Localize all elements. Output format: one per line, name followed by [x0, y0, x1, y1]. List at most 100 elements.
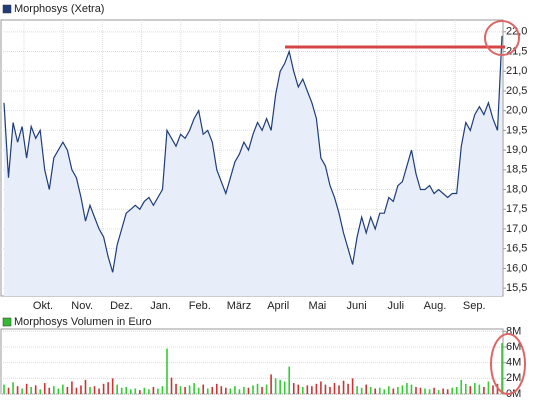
volume-bar — [474, 383, 476, 394]
x-tick-label: Okt. — [33, 300, 53, 312]
volume-bar — [30, 386, 32, 394]
x-tick-label: April — [267, 300, 289, 312]
volume-bar — [483, 386, 485, 394]
volume-bar — [116, 384, 118, 394]
volume-bar — [175, 383, 177, 394]
volume-bar — [464, 383, 467, 394]
y-tick-label: 15,5 — [506, 282, 527, 294]
price-line — [3, 35, 503, 273]
volume-bar — [397, 386, 399, 394]
volume-bar — [324, 384, 327, 394]
volume-bar — [292, 383, 295, 394]
y-tick-label: 2M — [506, 372, 521, 384]
volume-bar — [392, 388, 395, 394]
volume-bar — [93, 386, 96, 394]
volume-bar — [492, 385, 494, 394]
volume-bar — [388, 386, 390, 394]
x-tick-label: März — [227, 300, 251, 312]
volume-bar — [351, 378, 354, 394]
volume-bar — [48, 387, 51, 394]
volume-bar — [238, 389, 241, 394]
y-tick-label: 16,5 — [506, 243, 527, 255]
y-tick-label: 21,0 — [506, 65, 527, 77]
x-tick-label: Sep. — [463, 300, 486, 312]
volume-bar — [102, 383, 105, 394]
volume-bar — [311, 386, 313, 394]
volume-bar — [288, 366, 291, 394]
volume-bar — [179, 386, 182, 394]
volume-bar — [274, 378, 277, 394]
plot-layer: Okt. Nov. Dez. Jan. Feb. März April Mai Juni Juli… — [1, 4, 527, 400]
legend-swatch — [2, 4, 12, 14]
x-tick-label: Juni — [347, 300, 367, 312]
volume-bar — [7, 387, 10, 394]
volume-legend-label: Morphosys Volumen in Euro — [14, 316, 152, 328]
y-tick-label: 6M — [506, 341, 521, 353]
volume-bar — [75, 387, 78, 394]
volume-bar — [111, 378, 114, 394]
volume-bar — [193, 383, 195, 394]
volume-bar — [34, 385, 37, 394]
volume-bar — [401, 385, 404, 394]
x-tick-label: Jan. — [150, 300, 171, 312]
volume-bar — [265, 384, 268, 394]
volume-bar — [188, 385, 191, 394]
volume-bar — [320, 381, 322, 394]
y-tick-label: 17,0 — [506, 223, 527, 235]
volume-bar — [428, 389, 431, 394]
volume-bar — [57, 388, 60, 394]
x-tick-label: Dez. — [110, 300, 133, 312]
volume-bar — [442, 388, 444, 394]
annotation-circle — [484, 20, 520, 56]
volume-bar — [25, 383, 28, 394]
volume-bar — [197, 387, 200, 394]
volume-bar — [3, 384, 5, 394]
volume-bar — [152, 386, 155, 394]
volume-bar — [437, 390, 440, 394]
volume-bar — [80, 385, 82, 394]
volume-bar — [16, 386, 19, 394]
volume-bar — [225, 387, 227, 394]
x-tick-label: Aug. — [424, 300, 447, 312]
volume-bar — [415, 386, 417, 394]
volume-bar — [365, 384, 367, 394]
y-tick-label: 20,5 — [506, 85, 527, 97]
y-tick-label: 20,0 — [506, 105, 527, 117]
volume-bar — [170, 377, 173, 394]
y-tick-label: 16,0 — [506, 262, 527, 274]
volume-frame — [0, 328, 504, 395]
volume-bar — [487, 381, 490, 394]
volume-bar — [369, 386, 372, 394]
y-tick-label: 0M — [506, 388, 521, 400]
volume-bar — [98, 388, 100, 394]
y-tick-label: 18,5 — [506, 164, 527, 176]
volume-bar — [71, 381, 73, 394]
volume-bar — [270, 374, 272, 394]
volume-bar — [460, 379, 463, 394]
volume-bar — [62, 384, 64, 394]
x-tick-label: Feb. — [189, 300, 211, 312]
volume-bar — [256, 383, 259, 394]
volume-bar — [134, 388, 137, 394]
legend-swatch — [2, 317, 12, 327]
volume-bar — [84, 379, 87, 394]
volume-bar — [478, 384, 481, 394]
volume-bar — [283, 381, 286, 394]
volume-bar — [148, 389, 150, 394]
volume-bar — [220, 386, 223, 394]
volume-bar — [161, 386, 164, 394]
x-tick-label: Mai — [309, 300, 327, 312]
volume-bar — [297, 384, 300, 394]
volume-bar — [66, 386, 69, 394]
y-tick-label: 4M — [506, 357, 521, 369]
volume-bar — [333, 383, 336, 394]
volume-bar — [43, 383, 46, 394]
volume-bar — [215, 383, 218, 394]
volume-bar — [347, 383, 349, 394]
volume-bar — [469, 386, 472, 394]
volume-bar — [157, 388, 159, 394]
volume-bar — [374, 388, 377, 394]
volume-bar — [166, 348, 168, 394]
